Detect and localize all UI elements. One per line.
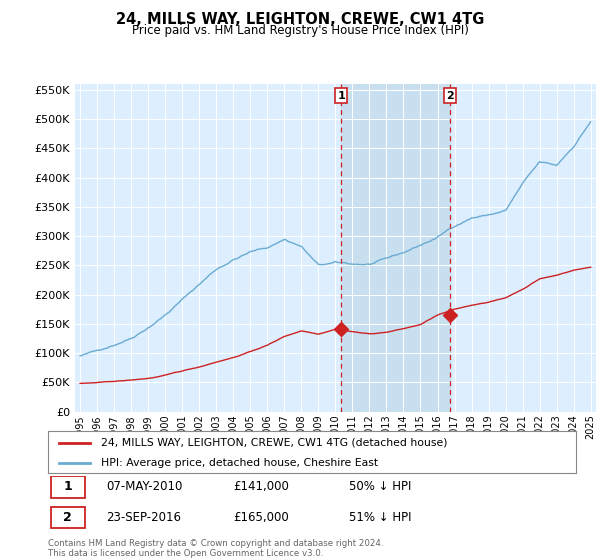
Text: 23-SEP-2016: 23-SEP-2016 — [106, 511, 181, 524]
Bar — [341, 84, 450, 412]
Text: 1: 1 — [63, 480, 72, 493]
Text: Price paid vs. HM Land Registry's House Price Index (HPI): Price paid vs. HM Land Registry's House … — [131, 24, 469, 37]
Text: 50% ↓ HPI: 50% ↓ HPI — [349, 480, 412, 493]
Text: Contains HM Land Registry data © Crown copyright and database right 2024.
This d: Contains HM Land Registry data © Crown c… — [48, 539, 383, 558]
Text: 2: 2 — [446, 91, 454, 101]
Text: 2: 2 — [63, 511, 72, 524]
Text: £165,000: £165,000 — [233, 511, 289, 524]
Text: 24, MILLS WAY, LEIGHTON, CREWE, CW1 4TG: 24, MILLS WAY, LEIGHTON, CREWE, CW1 4TG — [116, 12, 484, 27]
Text: HPI: Average price, detached house, Cheshire East: HPI: Average price, detached house, Ches… — [101, 458, 378, 468]
Text: 51% ↓ HPI: 51% ↓ HPI — [349, 511, 412, 524]
Text: 1: 1 — [337, 91, 345, 101]
Text: 24, MILLS WAY, LEIGHTON, CREWE, CW1 4TG (detached house): 24, MILLS WAY, LEIGHTON, CREWE, CW1 4TG … — [101, 438, 448, 448]
FancyBboxPatch shape — [50, 507, 85, 529]
Text: 07-MAY-2010: 07-MAY-2010 — [106, 480, 182, 493]
FancyBboxPatch shape — [50, 476, 85, 498]
Text: £141,000: £141,000 — [233, 480, 289, 493]
